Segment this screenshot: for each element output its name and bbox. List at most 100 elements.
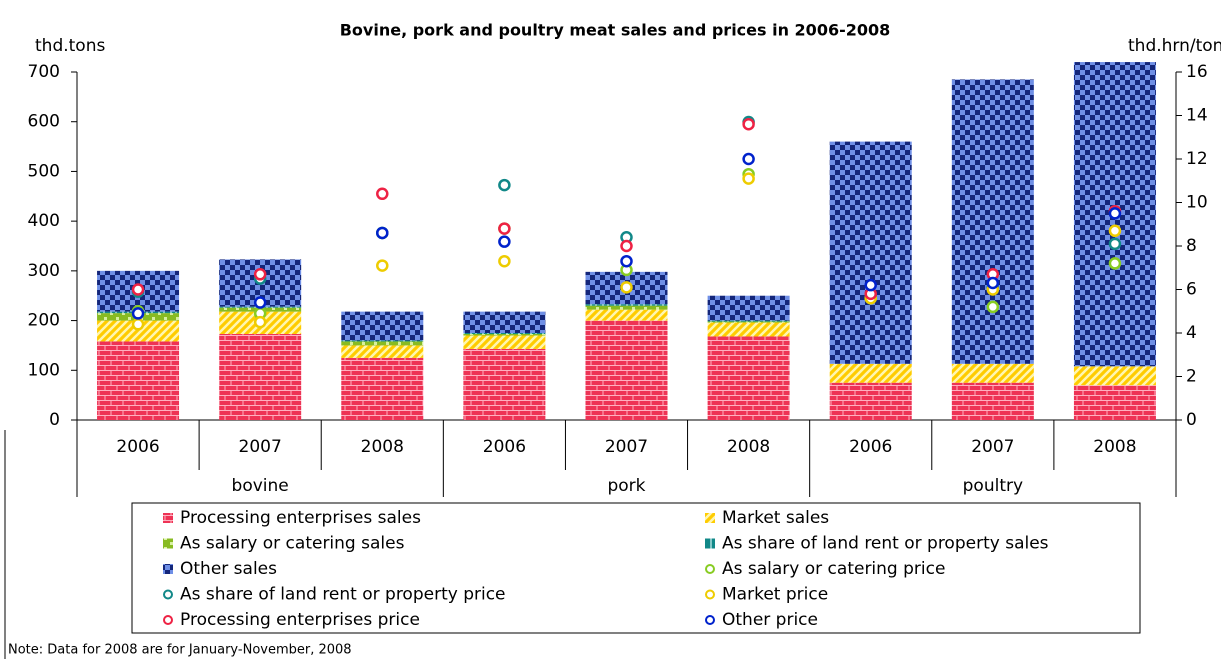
bar-segment (341, 345, 424, 358)
price-point (253, 296, 267, 309)
y2-tick-label: 12 (1186, 149, 1208, 169)
bar-segment (829, 141, 912, 364)
price-point (1108, 257, 1122, 270)
group-label: poultry (963, 476, 1023, 496)
bar-segment (219, 333, 302, 420)
note: Note: Data for 2008 are for January-Nove… (8, 643, 352, 658)
y2-tick-label: 10 (1186, 193, 1208, 213)
legend-marker (705, 615, 715, 625)
x-tick-label: 2008 (1093, 437, 1136, 457)
price-point (253, 268, 267, 281)
y-tick-label: 100 (28, 360, 60, 380)
legend-marker (705, 538, 715, 549)
price-point (131, 318, 145, 331)
legend-label: As share of land rent or property price (180, 585, 506, 605)
price-point (1108, 237, 1122, 251)
x-tick-label: 2006 (849, 437, 892, 457)
y2-tick-label: 16 (1186, 62, 1208, 82)
legend-label: Market sales (722, 508, 829, 528)
chart-title: Bovine, pork and poultry meat sales and … (340, 21, 891, 40)
price-point (986, 300, 1000, 314)
legend-label: As salary or catering price (722, 559, 945, 579)
bar-segment (463, 311, 546, 333)
legend-marker (705, 589, 715, 600)
bar-segment (707, 320, 790, 322)
x-tick-label: 2006 (116, 437, 159, 457)
x-tick-label: 2007 (239, 437, 282, 457)
y2-tick-label: 2 (1186, 367, 1197, 387)
bar-segment (97, 341, 180, 420)
y-axis-label: thd.tons (35, 36, 105, 56)
legend-marker (163, 589, 173, 600)
y2-tick-label: 6 (1186, 280, 1197, 300)
legend-marker (163, 564, 173, 574)
bar-segment (341, 341, 424, 346)
legend-marker (705, 513, 715, 523)
legend-marker (163, 615, 173, 625)
bar-segment (341, 311, 424, 341)
y-tick-label: 400 (28, 211, 60, 231)
x-tick-label: 2006 (483, 437, 526, 457)
bar-segment (829, 363, 912, 383)
legend-box (131, 502, 1141, 634)
price-point (1108, 224, 1122, 238)
price-point (376, 259, 389, 272)
legend-marker (163, 538, 173, 549)
price-point (253, 315, 267, 329)
y2-tick-label: 14 (1186, 106, 1208, 126)
price-point (131, 307, 145, 320)
bar-segment (951, 79, 1034, 364)
price-point (376, 226, 389, 240)
y2-tick-label: 4 (1186, 323, 1197, 343)
group-label: bovine (232, 476, 289, 496)
price-point (498, 254, 511, 268)
legend-marker (163, 513, 173, 523)
bar-segment (341, 357, 424, 420)
price-point (864, 278, 877, 292)
group-label: pork (607, 476, 645, 496)
bar-segment (585, 305, 668, 310)
bar-segment (585, 309, 668, 321)
price-point (742, 152, 755, 166)
y-tick-label: 0 (49, 410, 60, 430)
bar-segment (707, 321, 790, 323)
price-point (498, 178, 511, 192)
bar-segment (707, 336, 790, 420)
x-tick-label: 2007 (605, 437, 648, 457)
legend-marker (705, 564, 715, 574)
price-point (620, 239, 633, 253)
bar-segment (829, 382, 912, 420)
x-tick-label: 2008 (727, 437, 770, 457)
bar-segment (1073, 385, 1156, 420)
y2-tick-label: 8 (1186, 236, 1197, 256)
bar-segment (1073, 366, 1156, 386)
y2-axis-label: thd.hrn/ton (1128, 36, 1221, 56)
bar-segment (707, 322, 790, 337)
legend-label: Processing enterprises price (180, 610, 420, 630)
legend-label: As salary or catering sales (180, 534, 405, 554)
price-point (742, 172, 755, 185)
bar-segment (97, 320, 180, 342)
y-tick-label: 500 (28, 161, 60, 181)
price-point (131, 283, 145, 296)
y-tick-label: 700 (28, 62, 60, 82)
legend-label: Processing enterprises sales (180, 508, 421, 528)
bar-segment (463, 335, 546, 349)
bar-segment (951, 363, 1034, 383)
y-tick-label: 200 (28, 311, 60, 331)
price-point (376, 187, 389, 201)
bar-segment (951, 382, 1034, 420)
price-point (1108, 207, 1122, 220)
legend-label: Other sales (180, 559, 277, 579)
bar-segment (341, 340, 424, 342)
bar-segment (463, 348, 546, 420)
price-point (986, 276, 1000, 290)
price-point (498, 222, 511, 235)
bar-segment (463, 333, 546, 336)
price-point (620, 281, 633, 294)
price-point (742, 117, 755, 131)
price-point (498, 235, 511, 248)
bar-segment (707, 295, 790, 321)
price-point (620, 254, 633, 268)
